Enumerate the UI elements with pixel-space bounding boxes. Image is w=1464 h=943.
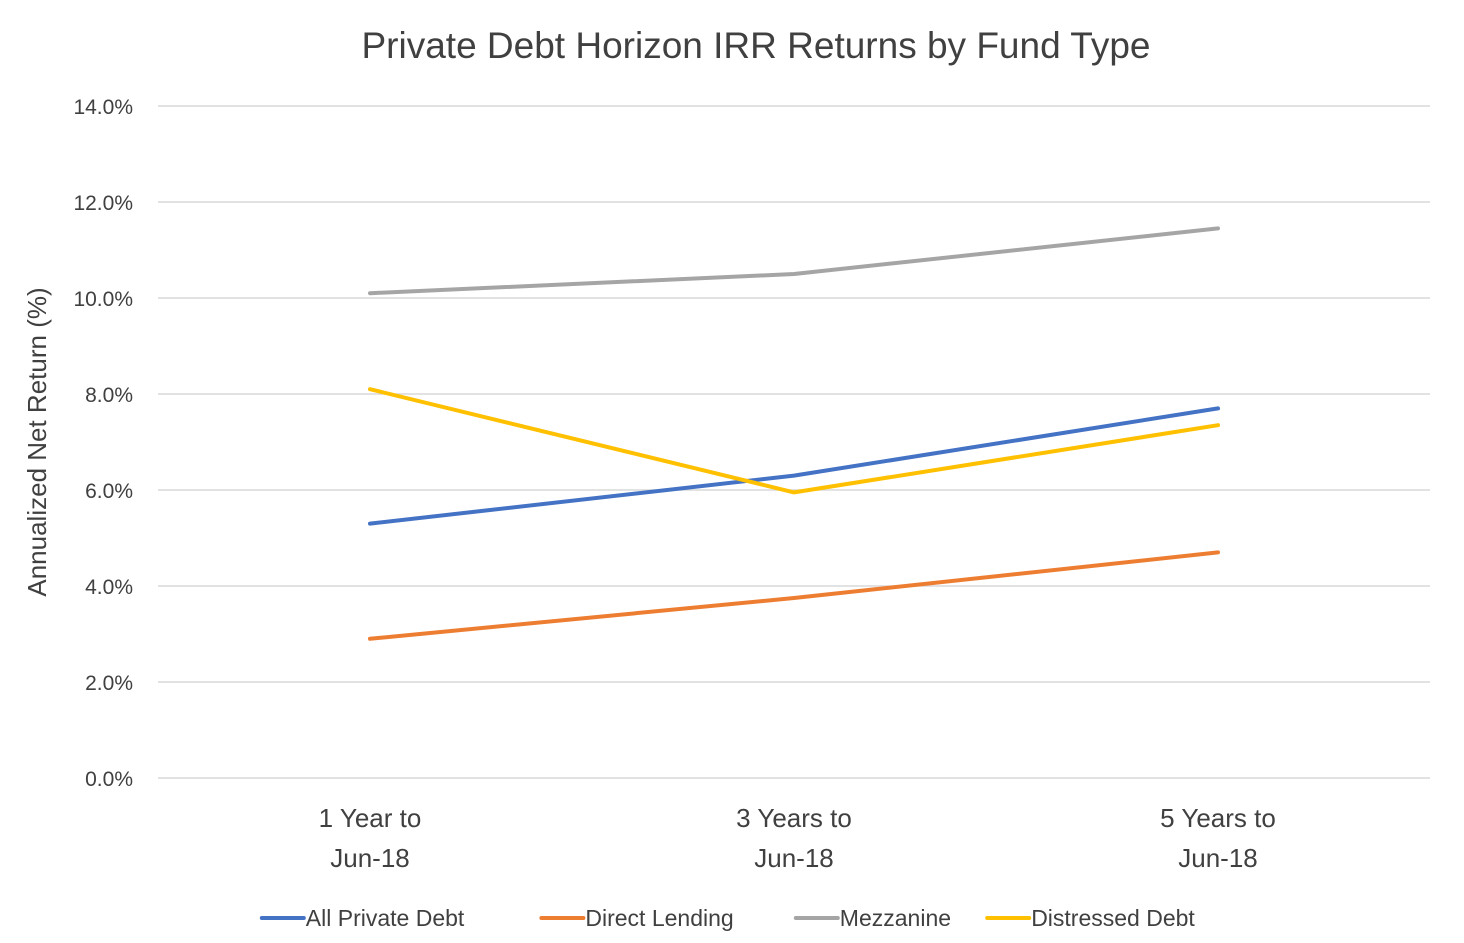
x-tick-label-line: Jun-18 [1178, 843, 1258, 873]
x-tick-label: 5 Years to Jun-18 [1160, 803, 1276, 873]
y-tick-label: 6.0% [85, 480, 133, 503]
series-line-all-private-debt [368, 406, 1220, 526]
x-tick-label-line: 1 Year to [319, 803, 422, 833]
y-tick-label: 0.0% [85, 768, 133, 791]
y-tick-label: 4.0% [85, 576, 133, 599]
chart-title: Private Debt Horizon IRR Returns by Fund… [362, 25, 1151, 66]
legend-label: Mezzanine [840, 905, 951, 931]
y-tick-label: 10.0% [73, 288, 133, 311]
x-tick-label-line: 3 Years to [736, 803, 852, 833]
y-axis-label: Annualized Net Return (%) [22, 287, 52, 596]
series-line-direct-lending [368, 550, 1220, 641]
legend: All Private Debt Direct Lending Mezzanine D… [259, 905, 1195, 931]
y-axis-ticks: 0.0% 2.0% 4.0% 6.0% 8.0% 10.0% 12.0% 14.0% [73, 96, 133, 791]
series-line-mezzanine [368, 226, 1220, 296]
y-tick-label: 12.0% [73, 192, 133, 215]
x-tick-label: 3 Years to Jun-18 [736, 803, 852, 873]
legend-label: All Private Debt [306, 905, 465, 931]
series-lines [368, 226, 1220, 641]
x-tick-label-line: Jun-18 [754, 843, 834, 873]
x-axis-ticks: 1 Year to Jun-183 Years to Jun-185 Years t… [319, 803, 1276, 873]
x-tick-label-line: Jun-18 [330, 843, 410, 873]
y-tick-label: 2.0% [85, 672, 133, 695]
legend-label: Distressed Debt [1031, 905, 1195, 931]
legend-label: Direct Lending [585, 905, 733, 931]
x-tick-label: 1 Year to Jun-18 [319, 803, 422, 873]
y-tick-label: 14.0% [73, 96, 133, 119]
x-tick-label-line: 5 Years to [1160, 803, 1276, 833]
y-tick-label: 8.0% [85, 384, 133, 407]
gridlines [158, 105, 1430, 779]
